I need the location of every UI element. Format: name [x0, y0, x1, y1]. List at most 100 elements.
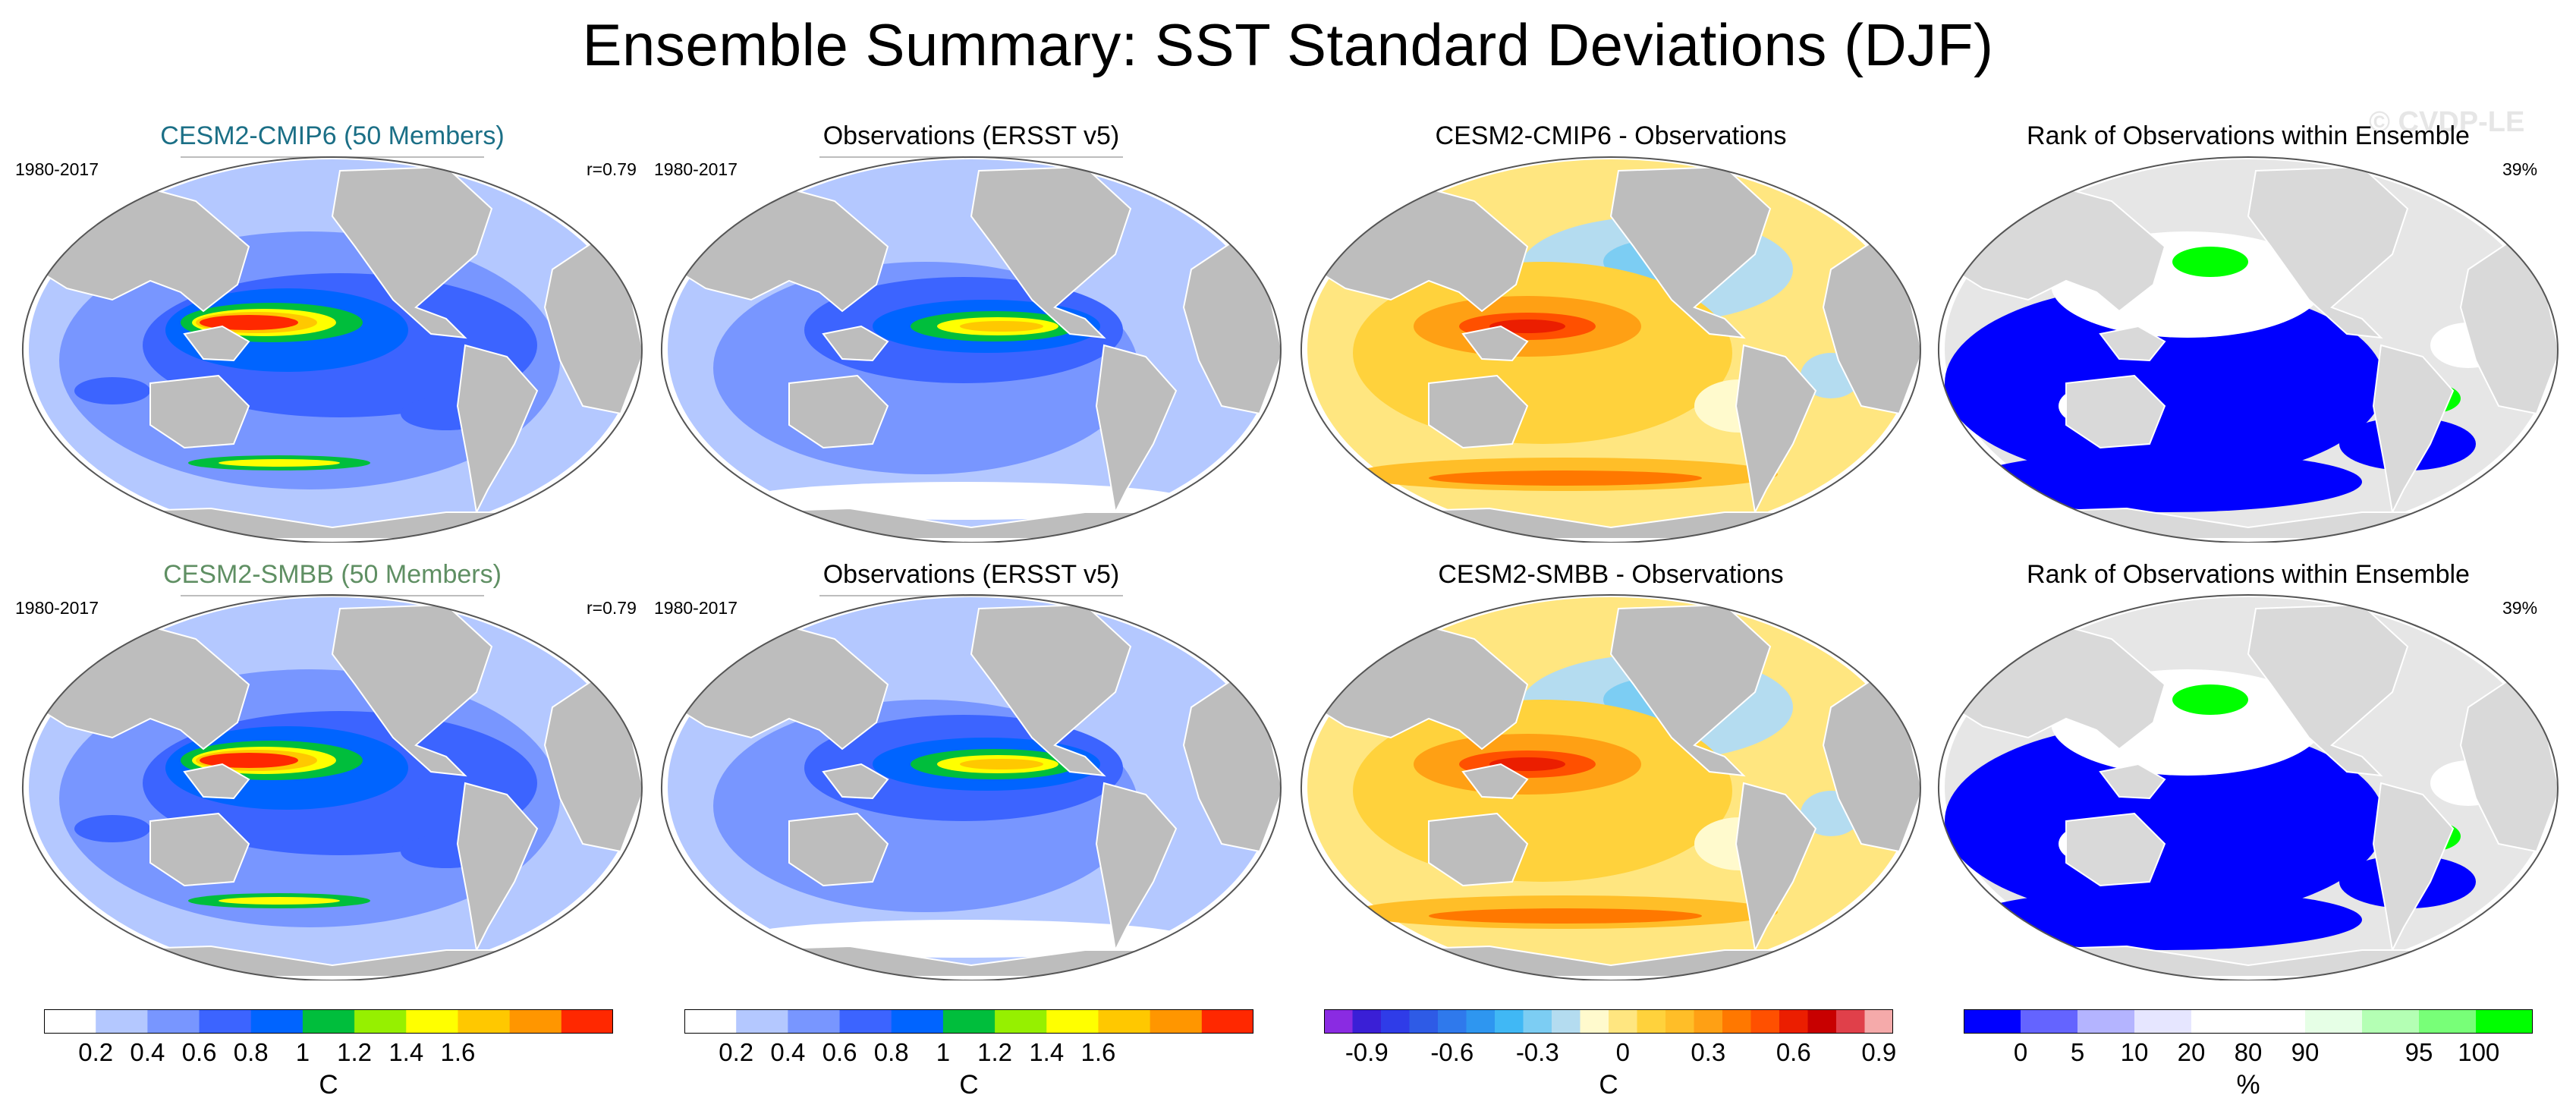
colorbar-tick-label: 0 — [1615, 1038, 1630, 1066]
colorbar-swatch — [509, 1009, 562, 1034]
colorbar-swatch — [354, 1009, 407, 1034]
colorbar-tick-label: 5 — [2070, 1038, 2085, 1066]
land-mass — [1461, 325, 1529, 362]
colorbar-swatch — [891, 1009, 944, 1034]
land-mass — [1095, 782, 1178, 953]
world-map-obs — [660, 594, 1282, 980]
land-mass — [1609, 165, 1772, 339]
colorbar-swatch — [302, 1009, 355, 1034]
field-contour — [1945, 285, 2385, 482]
colorbar-unit: C — [1599, 1070, 1618, 1100]
colorbar-tick-label: 0.4 — [130, 1038, 165, 1066]
land-mass — [2065, 374, 2166, 449]
land-mass — [2247, 165, 2409, 339]
colorbar-tick-label: 20 — [2177, 1038, 2206, 1066]
colorbar-swatch — [1324, 1009, 1353, 1034]
land-mass — [2099, 763, 2166, 800]
colorbar-swatch — [2419, 1009, 2477, 1034]
land-mass — [183, 763, 250, 800]
colorbar-tick-label: 0.6 — [1776, 1038, 1811, 1066]
colorbar-tick-label: 0 — [2013, 1038, 2028, 1066]
rank-percent-label: 39% — [2502, 598, 2538, 618]
colorbar-tick-label: 1.2 — [337, 1038, 373, 1066]
panel-title: CESM2-CMIP6 - Observations — [1435, 121, 1787, 150]
colorbar-tick-label: 0.8 — [233, 1038, 269, 1066]
colorbar-swatch — [1836, 1009, 1865, 1034]
land-mass — [331, 603, 493, 777]
world-map-rank — [1937, 594, 2559, 980]
colorbar-swatch — [1722, 1009, 1751, 1034]
colorbar — [684, 1009, 1253, 1034]
colorbar-swatch — [2305, 1009, 2363, 1034]
land-mass — [788, 374, 889, 449]
map-outline — [1937, 594, 2559, 980]
colorbar-swatch — [96, 1009, 148, 1034]
map-field — [22, 159, 642, 540]
field-contour — [219, 459, 340, 467]
colorbar-swatch — [995, 1009, 1047, 1034]
panel-title: CESM2-SMBB - Observations — [1438, 560, 1784, 589]
map-field — [661, 159, 1281, 540]
colorbar-tick-label: 95 — [2405, 1038, 2433, 1066]
map-field — [1938, 159, 2558, 540]
period-label: 1980-2017 — [654, 159, 738, 179]
colorbar-swatch — [1150, 1009, 1203, 1034]
map-field — [1301, 159, 1920, 540]
colorbar-swatch — [1098, 1009, 1151, 1034]
colorbar-swatch — [561, 1009, 613, 1034]
colorbar-swatch — [1495, 1009, 1524, 1034]
land-mass — [822, 763, 889, 800]
land-mass — [456, 782, 539, 953]
map-outline — [21, 594, 643, 980]
land-mass — [822, 325, 889, 362]
colorbar-swatch — [1665, 1009, 1694, 1034]
colorbar-swatch — [250, 1009, 304, 1034]
land-mass — [1095, 344, 1178, 515]
map-outline — [21, 156, 643, 543]
world-map-diff — [1300, 594, 1921, 980]
colorbar-tick-label: 80 — [2234, 1038, 2263, 1066]
colorbar-tick-label: 1 — [295, 1038, 310, 1066]
colorbar-swatch — [1637, 1009, 1666, 1034]
colorbar-swatch — [1523, 1009, 1552, 1034]
world-map-rank — [1937, 156, 2559, 543]
map-outline — [1300, 156, 1921, 543]
land-mass — [1609, 603, 1772, 777]
colorbar-tick-label: 1.4 — [1029, 1038, 1065, 1066]
panel-title: Observations (ERSST v5) — [822, 560, 1120, 589]
period-label: 1980-2017 — [15, 598, 99, 618]
colorbar — [44, 1009, 613, 1034]
field-contour — [2172, 247, 2248, 277]
field-contour — [1945, 722, 2385, 920]
colorbar-unit: C — [959, 1070, 979, 1100]
colorbar-swatch — [1466, 1009, 1496, 1034]
world-map-diff — [1300, 156, 1921, 543]
colorbar-tick-label: 1.2 — [977, 1038, 1013, 1066]
colorbar-swatch — [2476, 1009, 2533, 1034]
world-map-model — [21, 156, 643, 543]
field-contour — [1967, 889, 2362, 950]
land-mass — [2065, 812, 2166, 887]
land-mass — [1461, 763, 1529, 800]
field-contour — [1429, 908, 1702, 924]
field-contour — [960, 759, 1043, 769]
colorbar-frame — [1964, 1009, 2533, 1034]
colorbar-tick-label: 10 — [2120, 1038, 2149, 1066]
field-contour — [2172, 684, 2248, 715]
field-contour — [74, 815, 150, 842]
colorbar-swatch — [1694, 1009, 1723, 1034]
colorbar-tick-label: 1.4 — [388, 1038, 424, 1066]
colorbar-swatch — [839, 1009, 892, 1034]
land-mass — [1735, 782, 1817, 953]
colorbar-swatch — [2248, 1009, 2306, 1034]
colorbar-tick-label: 0.2 — [719, 1038, 754, 1066]
colorbar-tick-label: -0.6 — [1430, 1038, 1474, 1066]
colorbar-swatch — [2134, 1009, 2192, 1034]
map-outline — [660, 594, 1282, 980]
map-outline — [1300, 594, 1921, 980]
land-mass — [2099, 325, 2166, 362]
colorbar-frame — [684, 1009, 1253, 1034]
colorbar-tick-label: 0.6 — [822, 1038, 857, 1066]
colorbar-swatch — [2191, 1009, 2249, 1034]
land-mass — [331, 165, 493, 339]
